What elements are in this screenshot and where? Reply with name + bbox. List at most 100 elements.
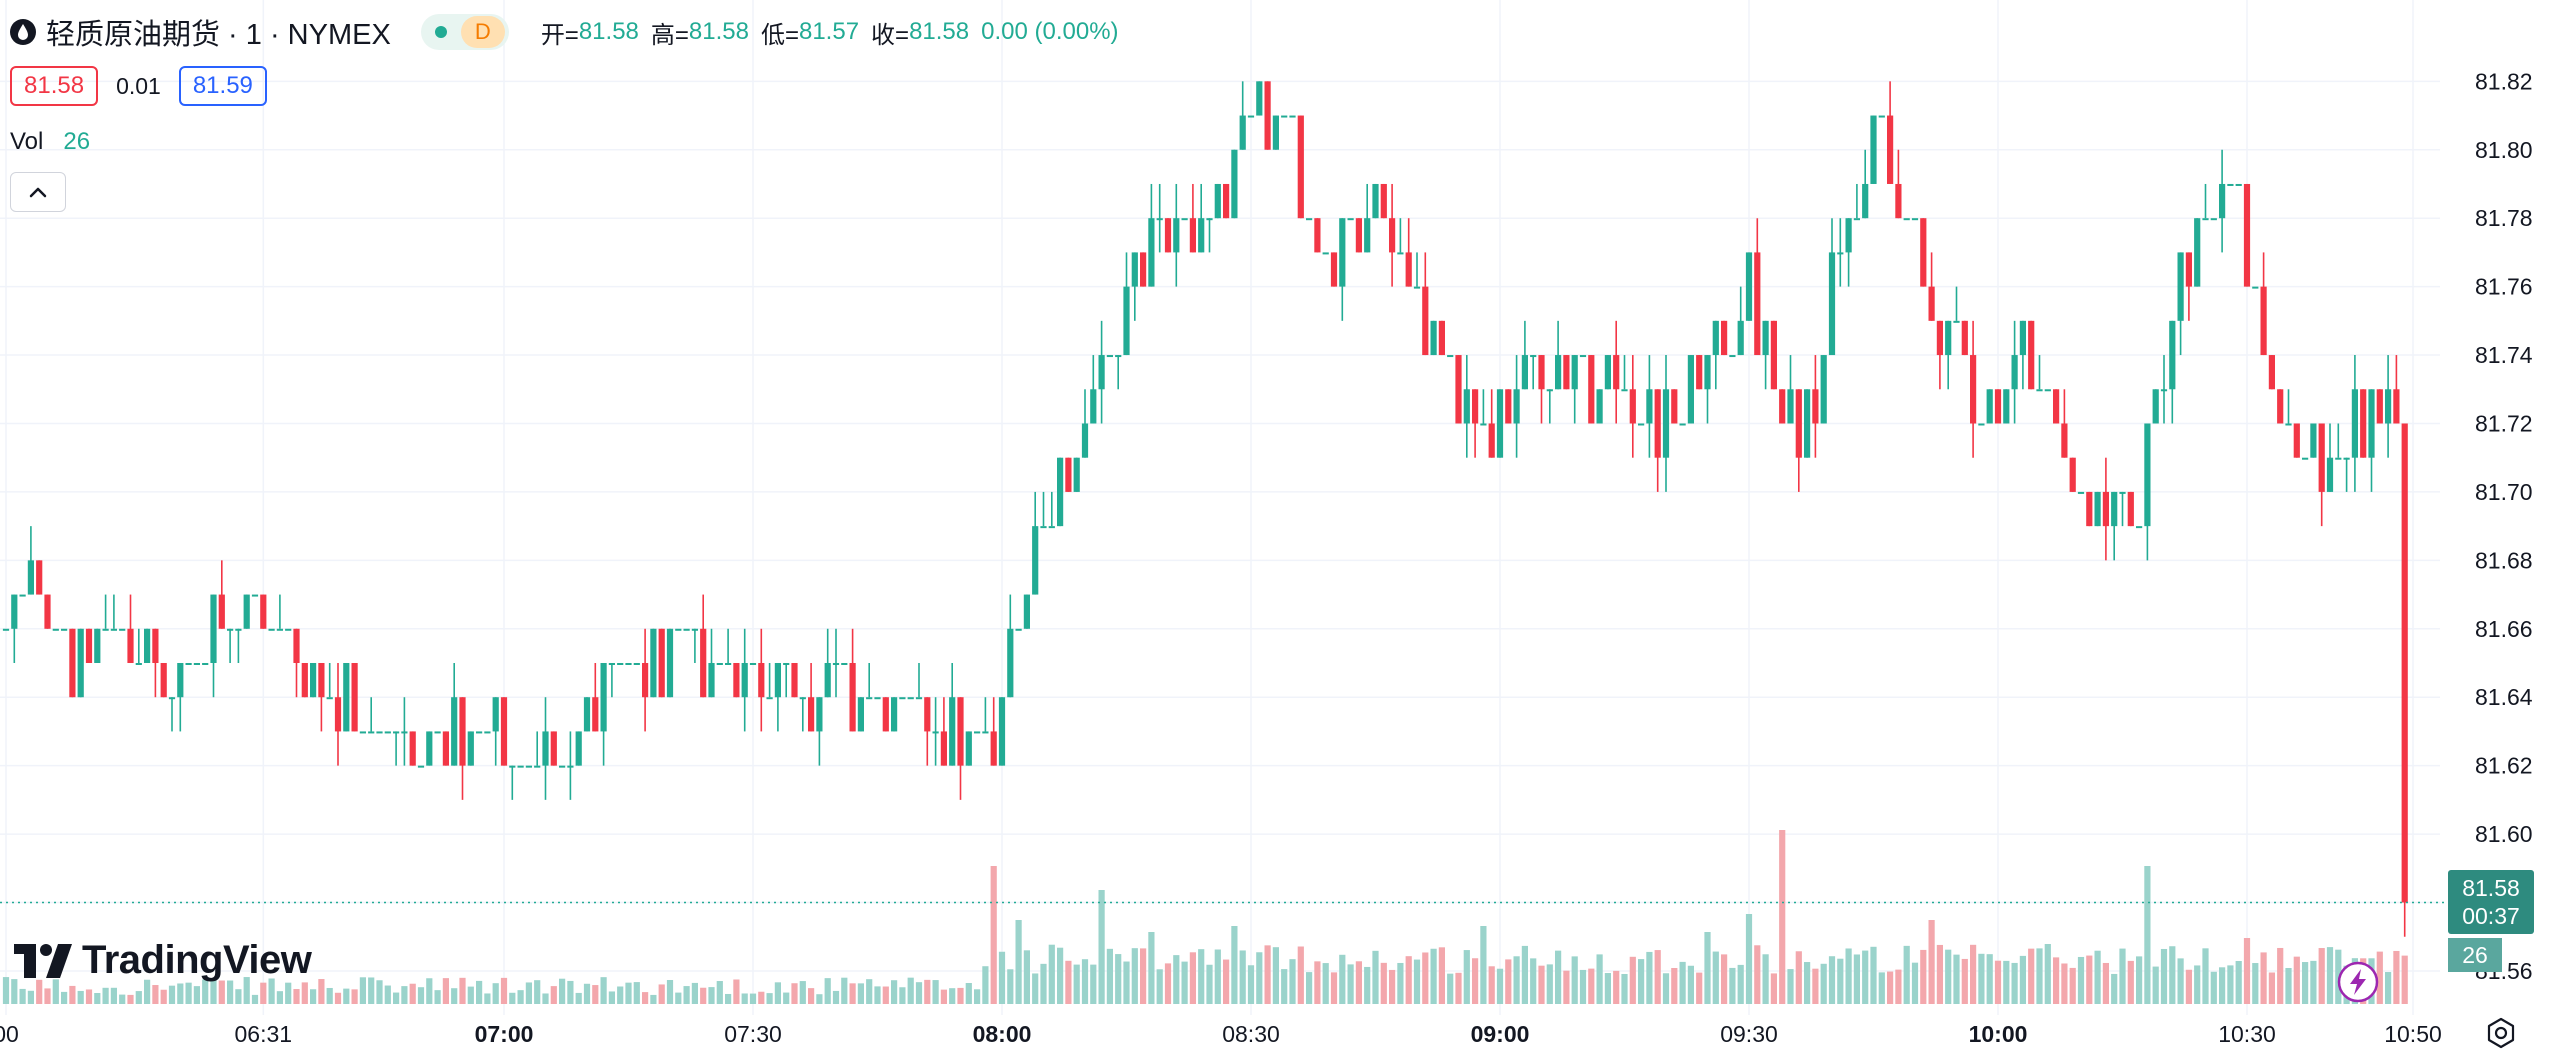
volume-bar (1007, 969, 1014, 1004)
volume-bar (376, 980, 383, 1004)
candle (434, 731, 441, 734)
volume-bar (849, 983, 856, 1004)
candle (1970, 355, 1977, 424)
ask-button[interactable]: 81.59 (178, 66, 267, 106)
gear-icon[interactable] (2484, 1016, 2518, 1050)
volume-bar (542, 993, 549, 1004)
candle (592, 697, 599, 732)
volume-bar (1397, 962, 1404, 1004)
market-open-dot (434, 26, 447, 38)
volume-bar (567, 980, 574, 1004)
volume-bar (1405, 956, 1412, 1004)
volume-bar (268, 978, 275, 1004)
candle (849, 662, 856, 732)
candle (774, 662, 781, 698)
candle (2086, 491, 2093, 527)
x-tick-label: 06:31 (235, 1021, 293, 1047)
candle (235, 628, 242, 631)
collapse-legend-button[interactable] (10, 172, 66, 212)
volume-bar (899, 987, 906, 1004)
volume-bar (235, 989, 242, 1004)
tradingview-logo[interactable]: TradingView (14, 938, 312, 983)
candle (2351, 389, 2358, 458)
volume-bar (716, 981, 723, 1004)
candle (583, 697, 591, 732)
candle (1438, 320, 1445, 356)
candle (575, 731, 582, 766)
volume-bar (85, 989, 93, 1004)
volume-bar (1065, 960, 1072, 1004)
volume-bar (102, 987, 109, 1004)
candle (2194, 218, 2201, 287)
volume-bar (1654, 950, 1661, 1004)
high-label: 高= (650, 21, 689, 49)
candle (1023, 594, 1030, 629)
volume-bar (1563, 970, 1570, 1004)
candle (2401, 423, 2408, 903)
y-tick-label: 81.78 (2475, 205, 2533, 231)
candle (1770, 320, 1777, 390)
volume-bar (766, 993, 773, 1004)
volume-bar (1181, 961, 1188, 1004)
volume-bar (393, 992, 400, 1004)
candle (1422, 286, 1429, 356)
candle (940, 731, 947, 766)
candle (2019, 320, 2026, 356)
symbol-title[interactable]: 轻质原油期货 · 1 · NYMEX (46, 19, 391, 51)
candle (2235, 183, 2242, 186)
candle (1903, 218, 1910, 221)
x-tick-label: 07:30 (724, 1021, 782, 1047)
volume-bar (1198, 949, 1205, 1004)
candle (193, 662, 200, 665)
volume-bar (2194, 965, 2201, 1004)
volume-bar (1297, 946, 1304, 1004)
candle (1073, 457, 1080, 492)
lightning-icon[interactable] (2336, 960, 2380, 1004)
candle (691, 628, 698, 631)
candle (559, 765, 566, 768)
volume-bar (816, 994, 823, 1004)
tradingview-logo-icon (14, 943, 72, 978)
volume-bar (2069, 967, 2076, 1004)
market-status-pill[interactable]: D (420, 14, 509, 50)
volume-bar (600, 977, 607, 1004)
volume-bar (1604, 973, 1611, 1004)
candle (1140, 252, 1147, 287)
candle (716, 662, 723, 665)
candle (2144, 423, 2151, 527)
candle (666, 628, 674, 698)
candle (102, 628, 109, 631)
candle (1687, 355, 1694, 424)
candle (19, 594, 26, 597)
candle (1065, 457, 1072, 492)
volume-bar (44, 988, 51, 1004)
volume-bar (907, 977, 914, 1004)
volume-bar (77, 990, 84, 1004)
volume-bar (476, 980, 483, 1004)
candle (1181, 218, 1188, 221)
volume-bar (2086, 955, 2093, 1004)
volume-bar (36, 979, 43, 1004)
candle (152, 628, 159, 663)
spread-value: 0.01 (116, 72, 161, 99)
volume-bar (451, 988, 458, 1004)
candle (2376, 389, 2383, 424)
volume-bar (19, 988, 26, 1004)
candle (2360, 389, 2367, 458)
x-axis-labels: 00 06:31 07:00 07:30 08:00 08:30 09:00 09:30 10:… (0, 1021, 2442, 1047)
candle (2185, 252, 2192, 287)
candle (741, 662, 748, 698)
candle (1679, 423, 1686, 426)
candle (1389, 218, 1396, 253)
candle (85, 628, 93, 663)
volume-bar (725, 993, 732, 1004)
volume-bar (1347, 964, 1354, 1004)
bid-button[interactable]: 81.58 (10, 66, 99, 106)
ohlc-values: 开= 81.58 高= 81.58 低= 81.57 收= 81.58 0.00 (0.… (541, 15, 1131, 50)
candle (1148, 218, 1155, 287)
volume-bar (185, 982, 192, 1004)
candle (476, 731, 483, 734)
candle (1613, 355, 1620, 390)
volume-bar (1223, 959, 1230, 1004)
